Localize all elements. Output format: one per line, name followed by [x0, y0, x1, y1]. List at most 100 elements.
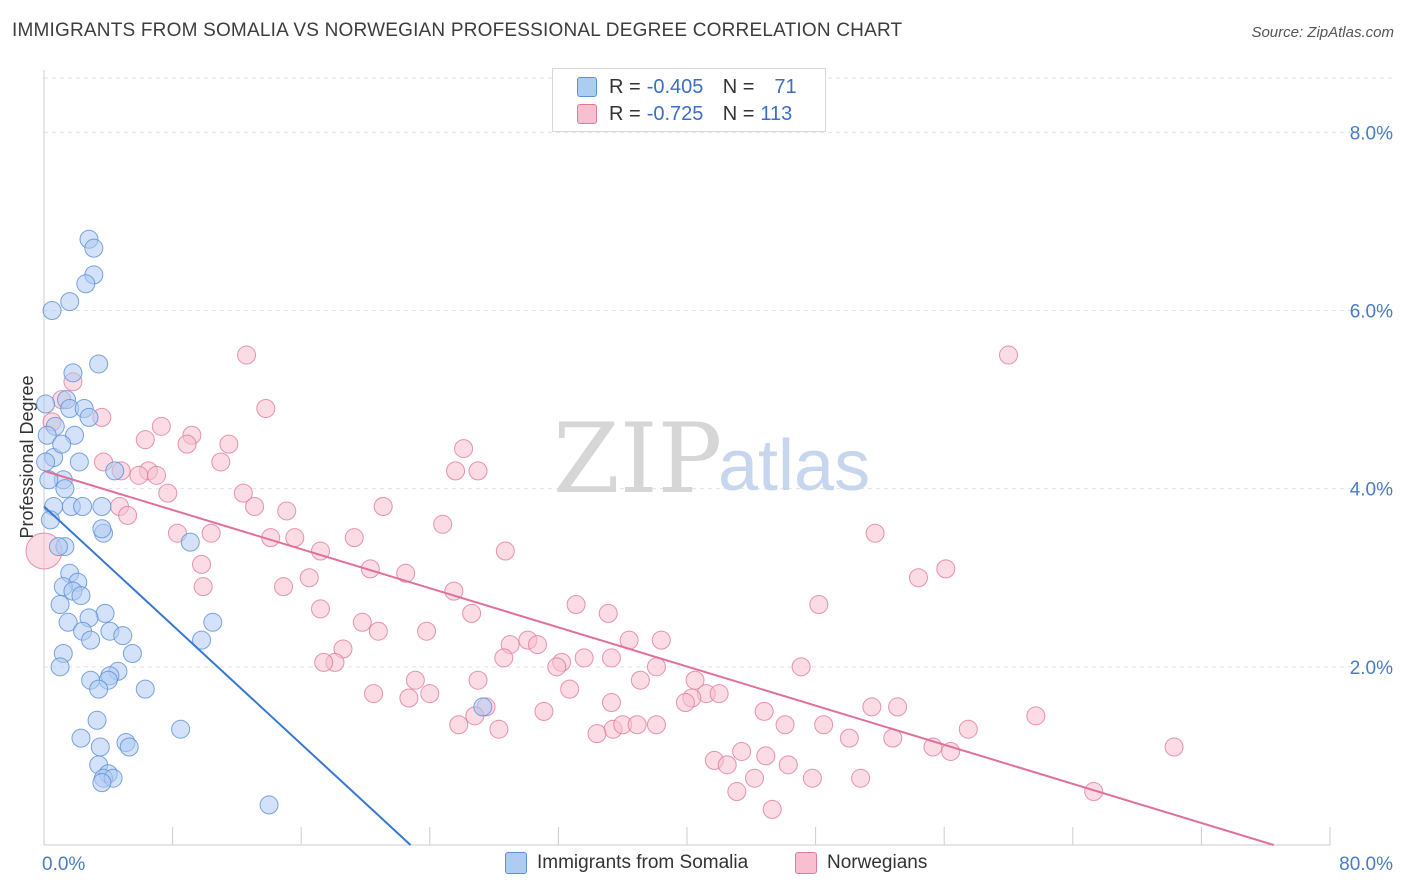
norwegian-point [449, 715, 469, 735]
norwegian-point [762, 799, 782, 819]
legend-r-label: R = [609, 102, 641, 125]
norwegian-point [158, 483, 178, 503]
norwegian-point [809, 594, 829, 614]
norwegian-point [399, 688, 419, 708]
norwegian-point [560, 679, 580, 699]
bottom-legend-somalia: Immigrants from Somalia [505, 852, 748, 874]
norwegian-point [233, 483, 253, 503]
somalia-point [90, 737, 110, 757]
norwegian-trend-line [43, 469, 1275, 846]
legend-row-norwegians: R = -0.725 N = 113 [577, 102, 792, 126]
norwegian-point [675, 692, 695, 712]
norwegian-point [364, 684, 384, 704]
somalia-point [171, 719, 191, 739]
norwegian-point [193, 577, 213, 597]
somalia-point [259, 795, 279, 815]
somalia-point [203, 612, 223, 632]
norwegian-point [454, 439, 474, 459]
somalia-point [60, 292, 80, 312]
bottom-legend-label-somalia: Immigrants from Somalia [537, 852, 749, 873]
somalia-point [71, 728, 91, 748]
somalia-point [36, 394, 56, 414]
norwegian-point [587, 724, 607, 744]
data-points [25, 229, 1184, 819]
source-label: Source: ZipAtlas.com [1251, 24, 1394, 41]
norwegian-point [310, 599, 330, 619]
norwegian-point [444, 581, 464, 601]
norwegian-point [462, 603, 482, 623]
somalia-point [50, 594, 70, 614]
legend-swatch-somalia [577, 77, 597, 97]
y-tick-label-8: 8.0% [1350, 123, 1393, 144]
norwegian-point [627, 715, 647, 735]
norwegian-point [118, 505, 138, 525]
norwegian-point [791, 657, 811, 677]
norwegian-point [717, 755, 737, 775]
somalia-point [122, 643, 142, 663]
norwegian-point [368, 621, 388, 641]
norwegian-point [754, 701, 774, 721]
trend-lines [43, 469, 1275, 846]
somalia-point [73, 496, 93, 516]
norwegian-point [1026, 706, 1046, 726]
norwegian-point [151, 416, 171, 436]
norwegian-point [468, 461, 488, 481]
norwegian-point [1084, 782, 1104, 802]
norwegian-point [958, 719, 978, 739]
somalia-point [89, 679, 109, 699]
norwegian-point [344, 528, 364, 548]
somalia-trend-line [43, 505, 412, 846]
norwegian-point [598, 603, 618, 623]
correlation-legend: R = -0.405 N = 71 R = -0.725 N = 113 [552, 68, 826, 132]
somalia-point [36, 452, 56, 472]
norwegian-point [299, 568, 319, 588]
somalia-point [87, 710, 107, 730]
norwegian-point [756, 746, 776, 766]
x-tick-label-max: 80.0% [1339, 854, 1393, 875]
somalia-point [113, 626, 133, 646]
norwegian-point [566, 594, 586, 614]
chart-title: IMMIGRANTS FROM SOMALIA VS NORWEGIAN PRO… [12, 20, 903, 41]
norwegian-point [646, 657, 666, 677]
norwegian-point [534, 701, 554, 721]
norwegian-point [494, 648, 514, 668]
norwegian-point [908, 568, 928, 588]
norwegian-point [352, 612, 372, 632]
norwegian-point [778, 755, 798, 775]
watermark-atlas: atlas [718, 426, 870, 506]
norwegian-point [851, 768, 871, 788]
norwegian-point [285, 528, 305, 548]
somalia-point [105, 461, 125, 481]
norwegian-point [601, 648, 621, 668]
norwegian-point [802, 768, 822, 788]
norwegian-point [135, 430, 155, 450]
norwegian-point [775, 715, 795, 735]
norwegian-point [211, 452, 231, 472]
bottom-legend-swatch-norwegians [795, 852, 817, 874]
norwegian-point [839, 728, 859, 748]
somalia-point [473, 697, 493, 717]
somalia-point [180, 532, 200, 552]
norwegian-point [468, 670, 488, 690]
norwegian-point [865, 523, 885, 543]
norwegian-point [245, 496, 265, 516]
y-tick-label-6: 6.0% [1350, 302, 1393, 323]
legend-n-label: N = [722, 75, 755, 98]
somalia-point [92, 496, 112, 516]
norwegian-point [177, 434, 197, 454]
norwegian-point [420, 684, 440, 704]
somalia-point [79, 407, 99, 427]
norwegian-point [601, 692, 621, 712]
somalia-point [81, 630, 101, 650]
somalia-point [92, 519, 112, 539]
somalia-point [58, 612, 78, 632]
norwegian-point [528, 635, 548, 655]
legend-n-label: N = [722, 102, 755, 125]
norwegian-point [888, 697, 908, 717]
somalia-point [48, 537, 68, 557]
somalia-point [89, 354, 109, 374]
somalia-point [50, 657, 70, 677]
somalia-point [119, 737, 139, 757]
norwegian-point [147, 465, 167, 485]
